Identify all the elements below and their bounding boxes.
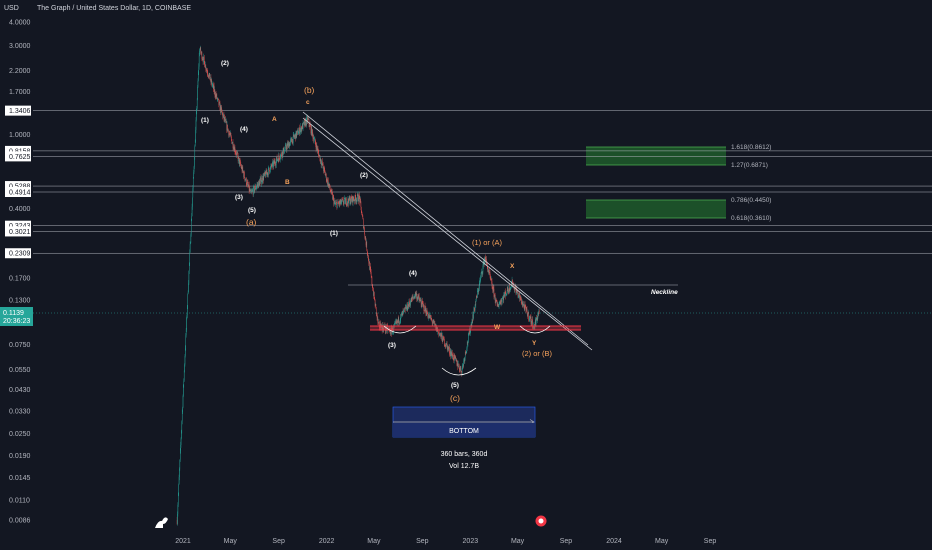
- price-highlight-label: 0.3021: [9, 229, 31, 236]
- price-tick-label: 0.0330: [9, 408, 31, 415]
- price-tick-label: 0.1700: [9, 276, 31, 283]
- price-highlight-bg: [5, 226, 31, 237]
- price-axis[interactable]: 4.0000 3.0000 2.2000 1.7000 1.0000 0.4000 0.17…: [5, 20, 31, 525]
- fib-label-0786: 0.786(0.4450): [731, 197, 771, 204]
- bottom-arc-left: [383, 325, 417, 334]
- time-axis[interactable]: 2021 May Sep 2022 May Sep 2023 May Sep 2024 May Sep: [175, 538, 716, 545]
- range-label: BOTTOM: [449, 428, 479, 435]
- price-highlight-label: 1.3406: [9, 108, 31, 115]
- wave-label-w4-a: (4): [240, 126, 248, 133]
- wave-label-w2-a: (2): [221, 60, 229, 67]
- date-range-tool[interactable]: BOTTOM: [392, 406, 536, 438]
- fib-zone-upper-rect: [586, 147, 726, 165]
- fib-label-1618: 1.618(0.8612): [731, 144, 771, 151]
- chart-title: The Graph / United States Dollar, 1D, CO…: [37, 5, 191, 12]
- price-tick-label: 0.4000: [9, 206, 31, 213]
- range-stats-volume: Vol 12.7B: [449, 463, 479, 470]
- bottom-arc-center: [441, 367, 477, 376]
- support-zone[interactable]: [370, 326, 581, 330]
- wave-label-W: W: [494, 324, 501, 331]
- price-tick-label: 0.0110: [9, 498, 30, 505]
- price-highlight-bg: [5, 220, 31, 231]
- price-tick-label: 0.0550: [9, 367, 31, 374]
- currency-label: USD: [4, 5, 19, 12]
- wave-label-w3-b: (3): [388, 342, 396, 349]
- horizontal-levels: [33, 110, 932, 254]
- wave-label-c-small: c: [306, 99, 310, 106]
- price-highlight-bg: [5, 151, 31, 162]
- wave-label-w5-a: (5): [248, 207, 256, 214]
- wave-label-w5-b: (5): [451, 382, 459, 389]
- current-price-value: 0.1139: [3, 310, 24, 317]
- fib-label-0618: 0.618(0.3610): [731, 215, 771, 222]
- price-tick-label: 1.7000: [9, 89, 31, 96]
- wave-label-w2-b: (2): [360, 172, 368, 179]
- wave-label-A: A: [272, 116, 277, 123]
- wave-label-a-paren: (a): [246, 217, 257, 227]
- time-tick-label: Sep: [416, 538, 429, 545]
- price-tick-label: 2.2000: [9, 68, 31, 75]
- resistance-line-2[interactable]: [302, 117, 593, 351]
- price-tick-label: 0.0250: [9, 431, 31, 438]
- price-tick-label: 0.0430: [9, 387, 31, 394]
- price-tick-label: 3.0000: [9, 43, 31, 50]
- fib-zone-lower[interactable]: 0.786(0.4450) 0.618(0.3610): [586, 197, 771, 222]
- price-highlight-bg: [5, 187, 31, 198]
- time-tick-label: May: [224, 538, 238, 545]
- time-tick-label: 2021: [175, 538, 191, 545]
- wave-label-w4-b: (4): [409, 270, 417, 277]
- price-tick-label: 4.0000: [9, 20, 31, 27]
- time-tick-label: Sep: [560, 538, 573, 545]
- price-tick-label: 0.0086: [9, 518, 31, 525]
- price-highlight-bg: [5, 105, 31, 116]
- wave-label-b-paren: (b): [304, 85, 315, 95]
- time-tick-label: Sep: [704, 538, 717, 545]
- fib-zone-upper[interactable]: 1.618(0.8612) 1.27(0.6871): [586, 144, 771, 169]
- wave-label-w1-a: (1): [201, 117, 209, 124]
- price-highlight-label: 0.7625: [9, 154, 31, 161]
- wave-label-1-or-A: (1) or (A): [472, 238, 503, 247]
- neckline-label: Neckline: [651, 289, 678, 296]
- wave-label-B: B: [285, 179, 290, 186]
- price-highlight-label: 0.4914: [9, 190, 31, 197]
- time-tick-label: Sep: [272, 538, 285, 545]
- time-tick-label: 2024: [606, 538, 622, 545]
- price-tick-label: 0.0190: [9, 453, 31, 460]
- alert-icon[interactable]: [535, 515, 547, 527]
- time-tick-label: May: [655, 538, 669, 545]
- time-tick-label: 2022: [319, 538, 335, 545]
- wave-label-X: X: [510, 263, 515, 270]
- time-tick-label: May: [511, 538, 525, 545]
- price-tick-label: 0.0145: [9, 475, 31, 482]
- wave-label-Y: Y: [532, 340, 537, 347]
- bottom-arc-right: [519, 325, 551, 334]
- resistance-line-1[interactable]: [302, 111, 589, 346]
- wave-label-2-or-B: (2) or (B): [522, 349, 553, 358]
- price-tick-label: 1.0000: [9, 132, 31, 139]
- fib-zone-lower-rect: [586, 200, 726, 218]
- price-highlight-bg: [5, 181, 31, 192]
- price-tick-label: 0.0750: [9, 342, 31, 349]
- wave-label-w3-a: (3): [235, 194, 243, 201]
- tradingview-logo-icon: [155, 517, 168, 528]
- range-stats-bars: 360 bars, 360d: [441, 451, 488, 458]
- countdown-timer: 20:36:23: [3, 318, 30, 325]
- price-tick-label: 0.1300: [9, 297, 31, 304]
- time-tick-label: May: [367, 538, 381, 545]
- time-tick-label: 2023: [463, 538, 479, 545]
- current-price-badge-bg: [0, 307, 33, 326]
- current-price-badge: 0.1139 20:36:23: [0, 307, 33, 326]
- price-highlight-label: 0.2309: [9, 251, 31, 258]
- fib-label-127: 1.27(0.6871): [731, 162, 768, 169]
- price-highlight-bg: [5, 248, 31, 259]
- price-highlight-bg: [5, 145, 31, 156]
- wave-label-w1-b: (1): [330, 230, 338, 237]
- wave-label-c-paren: (c): [450, 393, 460, 403]
- range-label-bg: [393, 423, 535, 437]
